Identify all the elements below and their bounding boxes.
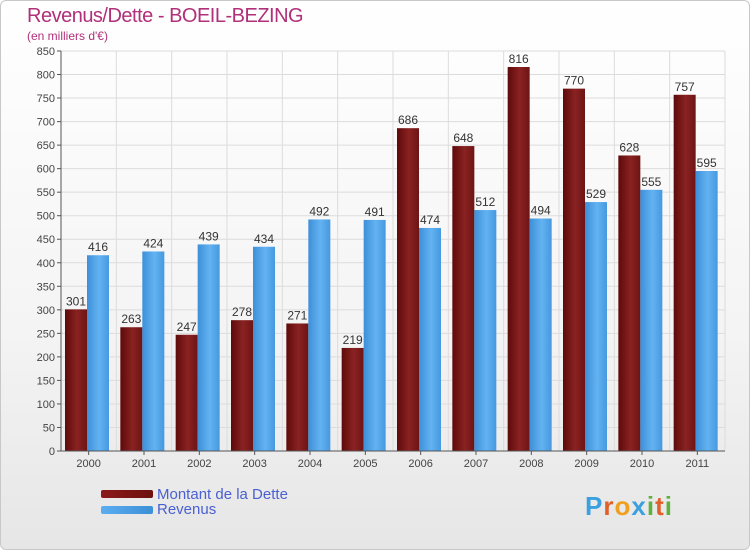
y-tick-label: 150 [37,375,55,387]
debt-bar [507,67,530,451]
legend-debt-label: Montant de la Dette [157,486,288,503]
bars [65,67,718,452]
value-label: 491 [365,205,385,219]
value-label: 529 [586,187,606,201]
revenue-bar [87,255,109,451]
debt-bar [175,334,198,451]
y-tick-label: 650 [37,140,55,152]
value-label: 439 [199,229,219,243]
value-label: 555 [641,175,661,189]
y-tick-label: 250 [37,328,55,340]
y-tick-label: 200 [37,352,55,364]
debt-bar [65,309,87,451]
revenue-bar [197,244,220,451]
revenue-bar [419,227,441,451]
y-tick-label: 300 [37,305,55,317]
logo-letter: r [603,491,615,521]
x-tick-label: 2006 [408,458,432,470]
revenue-bar [253,246,275,451]
y-tick-label: 450 [37,234,55,246]
y-tick-label: 50 [43,422,55,434]
y-tick-label: 700 [37,117,55,129]
value-label: 816 [509,52,529,66]
debt-bar [452,146,475,451]
value-label: 770 [564,74,584,88]
value-label: 271 [287,308,307,322]
value-label: 648 [453,131,473,145]
debt-bar [120,327,143,451]
logo-letter: i [664,491,673,521]
x-tick-label: 2010 [630,458,654,470]
value-label: 424 [143,236,163,250]
x-tick-label: 2003 [242,458,266,470]
y-tick-label: 0 [49,446,55,458]
legend-revenue-swatch [101,506,153,514]
revenue-bar [529,218,552,451]
x-tick-label: 2009 [574,458,598,470]
chart-subtitle: (en milliers d'€) [27,29,108,43]
y-tick-label: 750 [37,93,55,105]
value-label: 247 [177,320,197,334]
debt-bar [231,320,253,451]
y-tick-label: 600 [37,164,55,176]
revenue-bar [474,210,497,451]
value-label: 494 [531,204,551,218]
value-label: 474 [420,213,440,227]
value-label: 219 [343,333,363,347]
legend-revenue-label: Revenus [157,501,217,518]
value-label: 628 [619,140,639,154]
revenue-bar [142,251,165,451]
logo-letter: t [655,491,665,521]
x-tick-label: 2001 [132,458,156,470]
value-label: 512 [475,195,495,209]
y-tick-label: 500 [37,211,55,223]
revenue-bar [308,219,331,451]
grid-lines [60,50,726,452]
x-tick-label: 2008 [519,458,543,470]
y-tick-label: 100 [37,399,55,411]
x-tick-label: 2000 [76,458,100,470]
chart-title: Revenus/Dette - BOEIL-BEZING [27,5,304,27]
revenue-bar [363,219,386,451]
debt-bar [286,323,309,451]
debt-bar [673,94,696,451]
x-tick-label: 2004 [298,458,322,470]
legend-debt-swatch [101,490,153,498]
y-tick-label: 400 [37,258,55,270]
revenue-bar [640,189,663,451]
value-label: 492 [309,204,329,218]
logo-letter: P [585,491,604,521]
x-tick-label: 2011 [686,458,710,470]
logo-letter: i [646,491,656,521]
debt-bar [618,155,641,451]
debt-bar [341,347,364,451]
debt-bar [397,128,419,452]
axes: 0 50 100 150 200 250 300 350 400 450 500 550 600 650 7… [37,46,725,470]
proxiti-logo: Proxiti [585,491,673,522]
value-label: 263 [121,312,141,326]
value-label: 301 [66,294,86,308]
y-tick-label: 850 [37,46,55,58]
value-label: 686 [398,113,418,127]
value-label: 278 [232,305,252,319]
revenue-bar [695,171,718,451]
x-tick-label: 2005 [353,458,377,470]
value-label: 434 [254,232,274,246]
value-labels: 301 416 263 424 247 439 278 434 271 492 219 491 686 4… [66,52,717,347]
x-tick-label: 2007 [464,458,488,470]
debt-bar [563,88,585,451]
revenue-bar [585,202,607,451]
y-tick-label: 800 [37,70,55,82]
y-tick-label: 350 [37,281,55,293]
logo-letter: x [631,491,647,521]
value-label: 595 [697,156,717,170]
logo-letter: o [614,491,632,521]
value-label: 757 [675,80,695,94]
x-tick-label: 2002 [187,458,211,470]
y-tick-label: 550 [37,187,55,199]
value-label: 416 [88,240,108,254]
